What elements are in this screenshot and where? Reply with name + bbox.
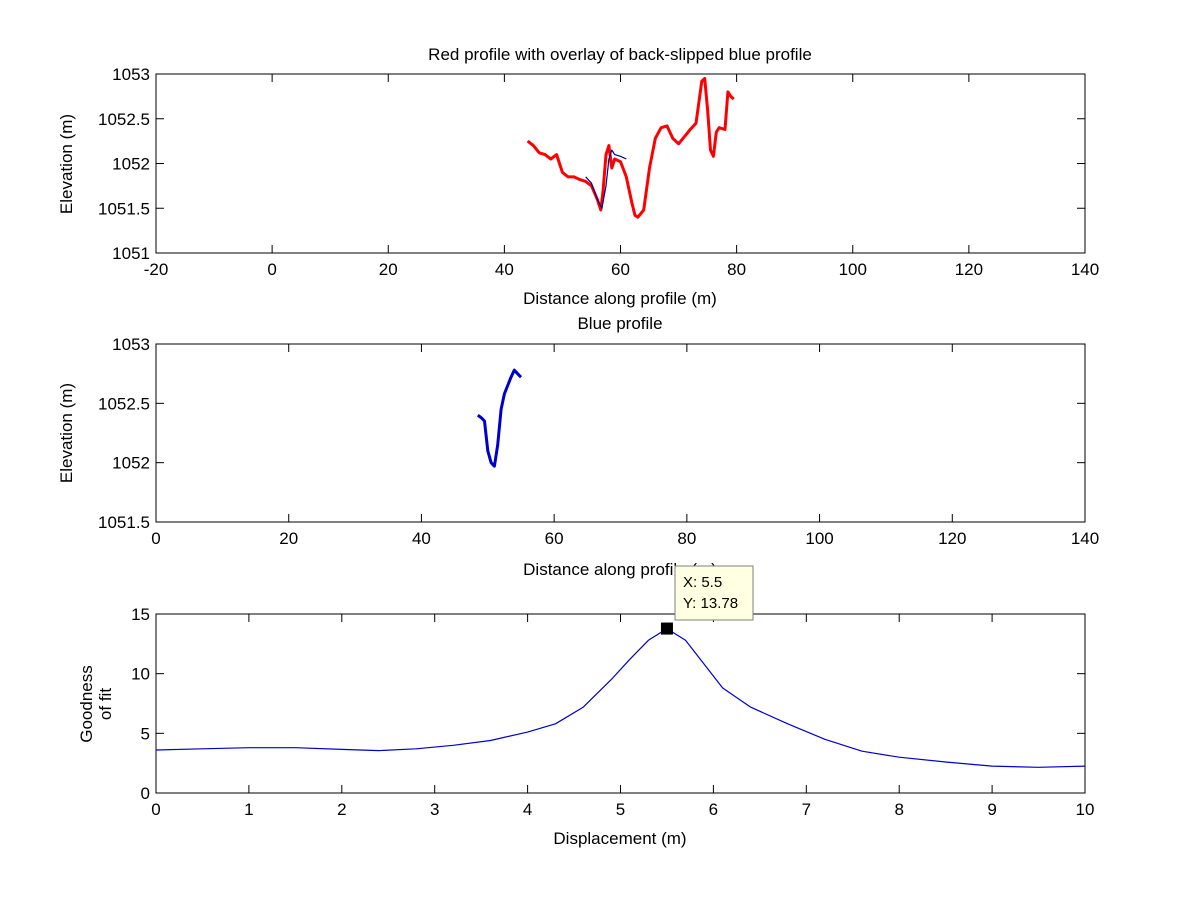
x-tick-label: 20 xyxy=(379,260,398,279)
subplot-goodness-of-fit: Displacement (m) Goodness of fit 0 1 2 3 4 5 6… xyxy=(77,565,1095,848)
series-line xyxy=(526,77,735,219)
x-tick-label: 140 xyxy=(1071,260,1099,279)
x-tick-label: 10 xyxy=(1076,800,1095,819)
x-tick-label: 40 xyxy=(412,529,431,548)
x-tick-label: 20 xyxy=(279,529,298,548)
plot-title: Blue profile xyxy=(577,314,662,333)
x-tick-label: 3 xyxy=(430,800,439,819)
x-tick-label: 1 xyxy=(244,800,253,819)
x-tick-label: 0 xyxy=(151,800,160,819)
y-tick-label: 1052.5 xyxy=(98,394,150,413)
subplot-red-profile: Red profile with overlay of back-slipped… xyxy=(57,45,1099,308)
x-tick-label: 8 xyxy=(894,800,903,819)
plot-area xyxy=(155,613,1086,794)
x-tick-label: 2 xyxy=(337,800,346,819)
x-tick-label: 60 xyxy=(611,260,630,279)
y-tick-label: 0 xyxy=(141,784,150,803)
x-tick-label: 120 xyxy=(938,529,966,548)
x-tick-label: 60 xyxy=(545,529,564,548)
x-tick-label: 0 xyxy=(151,529,160,548)
y-tick-label: 1052.5 xyxy=(98,110,150,129)
x-tick-label: 80 xyxy=(677,529,696,548)
plot-area xyxy=(155,343,1086,523)
y-axis-label-line-2: of fit xyxy=(96,688,115,720)
x-tick-label: 0 xyxy=(267,260,276,279)
datatip-marker xyxy=(660,622,673,635)
x-tick-label: 80 xyxy=(727,260,746,279)
x-tick-label: 140 xyxy=(1071,529,1099,548)
y-tick-label: 1053 xyxy=(112,65,150,84)
series-line xyxy=(155,627,1086,768)
x-axis-label: Distance along profile (m) xyxy=(523,289,717,308)
x-tick-label: 9 xyxy=(987,800,996,819)
y-axis-label: Elevation (m) xyxy=(57,383,76,483)
datatip-box xyxy=(674,565,754,621)
x-tick-label: 120 xyxy=(955,260,983,279)
plot-title: Red profile with overlay of back-slipped… xyxy=(428,45,812,64)
y-axis-label-line-1: Goodness xyxy=(77,665,96,743)
y-tick-label: 10 xyxy=(131,665,150,684)
y-tick-label: 1051.5 xyxy=(98,513,150,532)
x-tick-label: 100 xyxy=(839,260,867,279)
x-tick-label: 40 xyxy=(495,260,514,279)
x-tick-label: 4 xyxy=(523,800,532,819)
y-axis-label: Elevation (m) xyxy=(57,114,76,214)
datatip-y-label: Y: 13.78 xyxy=(683,595,738,612)
x-tick-label: 5 xyxy=(616,800,625,819)
y-tick-label: 1052 xyxy=(112,155,150,174)
x-axis-label: Displacement (m) xyxy=(553,829,686,848)
datatip-x-label: X: 5.5 xyxy=(683,574,722,591)
x-axis-label: Distance along profile (m) xyxy=(523,560,717,579)
series-line xyxy=(585,149,627,209)
y-tick-label: 1051.5 xyxy=(98,199,150,218)
series-line xyxy=(476,368,523,468)
y-tick-label: 1053 xyxy=(112,335,150,354)
y-tick-label: 1051 xyxy=(112,244,150,263)
y-tick-label: 5 xyxy=(141,724,150,743)
x-tick-label: 7 xyxy=(802,800,811,819)
x-tick-label: -20 xyxy=(144,260,169,279)
y-tick-label: 15 xyxy=(131,605,150,624)
x-tick-label: 100 xyxy=(805,529,833,548)
x-tick-label: 6 xyxy=(709,800,718,819)
y-tick-label: 1052 xyxy=(112,454,150,473)
subplot-blue-profile: Blue profile Distance along profile (m) … xyxy=(57,314,1099,579)
